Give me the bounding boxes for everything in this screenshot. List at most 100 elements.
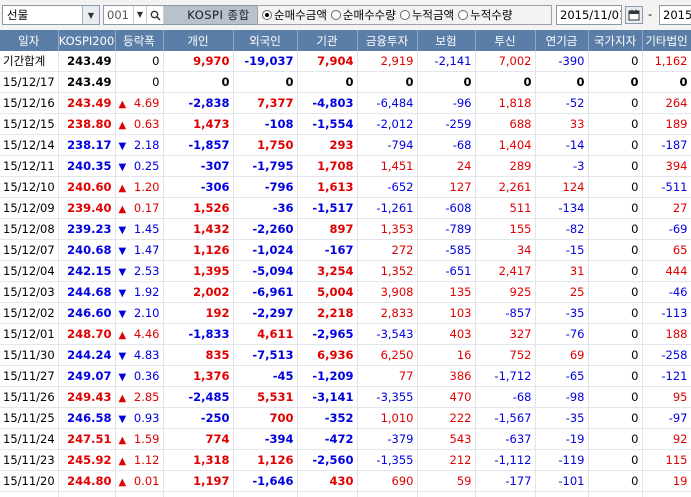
change-cell: ▲ 4.46 bbox=[115, 323, 164, 345]
table-row[interactable]: 15/11/19244.79▲3.351,718-2,08855-7883235… bbox=[0, 491, 691, 497]
column-header[interactable]: 국가지자 bbox=[588, 30, 643, 51]
change-value: 1.45 bbox=[133, 222, 160, 236]
column-header[interactable]: 기관 bbox=[297, 30, 358, 51]
table-row[interactable]: 15/11/20 244.80 ▲ 0.01 1,197 -1,646 430 690 59 -1… bbox=[0, 470, 691, 492]
table-row[interactable]: 15/11/27 249.07 ▼ 0.36 1,376 -45 -1,209 77 386 -1… bbox=[0, 365, 691, 387]
up-triangle-icon: ▲ bbox=[118, 330, 127, 341]
institution-cell: -3,141 bbox=[297, 386, 358, 408]
table-row[interactable]: 15/12/17 243.49 0 0 0 0 0 0 0 0 0 0 bbox=[0, 71, 691, 93]
foreign-cell: -2,297 bbox=[233, 302, 298, 324]
table-row[interactable]: 15/12/11 240.35 ▼ 0.25 -307 -1,795 1,708 1,451 2… bbox=[0, 155, 691, 177]
individual-cell: -2,485 bbox=[163, 386, 234, 408]
radio-dot-icon[interactable] bbox=[458, 10, 469, 20]
date-cell: 15/11/30 bbox=[0, 344, 59, 366]
radio-dot-icon[interactable] bbox=[330, 10, 341, 20]
column-header[interactable]: 보험 bbox=[417, 30, 476, 51]
table-row[interactable]: 15/12/07 240.68 ▼ 1.47 1,126 -1,024 -167 272 -58… bbox=[0, 239, 691, 261]
down-triangle-icon: ▼ bbox=[118, 162, 127, 173]
change-value: 0.63 bbox=[133, 117, 160, 131]
calendar-icon[interactable] bbox=[625, 6, 643, 24]
column-header[interactable]: 투신 bbox=[475, 30, 536, 51]
chevron-down-icon[interactable]: ▼ bbox=[133, 6, 147, 24]
column-header[interactable]: 연기금 bbox=[535, 30, 589, 51]
individual-cell: 192 bbox=[163, 302, 234, 324]
investment-trust-cell: 538 bbox=[475, 491, 536, 497]
radio-dot-icon[interactable] bbox=[399, 10, 410, 20]
table-row[interactable]: 15/12/14 238.17 ▼ 2.18 -1,857 1,750 293 -794 -68… bbox=[0, 134, 691, 156]
government-cell: 0 bbox=[588, 92, 643, 114]
investment-trust-cell: -1,712 bbox=[475, 365, 536, 387]
financial-investment-cell: 2,919 bbox=[357, 51, 418, 72]
financial-investment-cell: 0 bbox=[357, 71, 418, 93]
radio-option[interactable]: 순매수금액 bbox=[262, 7, 327, 23]
individual-cell: 835 bbox=[163, 344, 234, 366]
search-icon[interactable] bbox=[147, 6, 164, 24]
column-header[interactable]: 등락폭 bbox=[115, 30, 164, 51]
radio-option[interactable]: 순매수수량 bbox=[330, 7, 396, 23]
change-value: 4.83 bbox=[133, 348, 160, 362]
table-row[interactable]: 15/11/30 244.24 ▼ 4.83 835 -7,513 6,936 6,250 16… bbox=[0, 344, 691, 366]
investment-trust-cell: -857 bbox=[475, 302, 536, 324]
table-row[interactable]: 15/12/10 240.60 ▲ 1.20 -306 -796 1,613 -652 127 2… bbox=[0, 176, 691, 198]
down-triangle-icon: ▼ bbox=[118, 141, 127, 152]
change-cell: ▼ 1.92 bbox=[115, 281, 164, 303]
radio-option[interactable]: 누적수량 bbox=[458, 7, 512, 23]
kospi200-cell: 246.60 bbox=[58, 302, 116, 324]
investment-trust-cell: 2,261 bbox=[475, 176, 536, 198]
table-row[interactable]: 15/12/08 239.23 ▼ 1.45 1,432 -2,260 897 1,353 -7… bbox=[0, 218, 691, 240]
change-cell: ▼ 2.10 bbox=[115, 302, 164, 324]
table-row[interactable]: 15/12/03 244.68 ▼ 1.92 2,002 -6,961 5,004 3,908… bbox=[0, 281, 691, 303]
chevron-down-icon[interactable]: ▼ bbox=[82, 6, 99, 24]
kospi200-cell: 238.80 bbox=[58, 113, 116, 135]
kospi200-cell: 243.49 bbox=[58, 51, 116, 72]
kospi200-cell: 246.58 bbox=[58, 407, 116, 429]
column-header[interactable]: 기타법인 bbox=[642, 30, 691, 51]
change-cell: ▲ 1.59 bbox=[115, 428, 164, 450]
table-row[interactable]: 15/12/02 246.60 ▼ 2.10 192 -2,297 2,218 2,833 10… bbox=[0, 302, 691, 324]
kospi200-cell: 239.40 bbox=[58, 197, 116, 219]
insurance-cell: -608 bbox=[417, 197, 476, 219]
radio-option[interactable]: 누적금액 bbox=[399, 7, 454, 23]
financial-investment-cell: -788 bbox=[357, 491, 418, 497]
insurance-cell: 470 bbox=[417, 386, 476, 408]
index-code-box[interactable]: 001 ▼ KOSPI 종합 bbox=[103, 5, 274, 25]
table-row[interactable]: 15/12/09 239.40 ▲ 0.17 1,526 -36 -1,517 -1,261-… bbox=[0, 197, 691, 219]
period-total-row[interactable]: 기간합계 243.49 0 9,970 -19,037 7,904 2,919 -2,141 7… bbox=[0, 51, 691, 72]
start-date-field[interactable]: 2015/11/01 bbox=[556, 5, 622, 25]
other-corp-cell: 65 bbox=[642, 239, 691, 261]
table-row[interactable]: 15/12/04 242.15 ▼ 2.53 1,395 -5,094 3,254 1,352… bbox=[0, 260, 691, 282]
date-cell: 15/11/19 bbox=[0, 491, 59, 497]
column-header[interactable]: 개인 bbox=[163, 30, 234, 51]
table-row[interactable]: 15/11/25 246.58 ▼ 0.93 -250 700 -352 1,010 222 -1… bbox=[0, 407, 691, 429]
table-row[interactable]: 15/11/24 247.51 ▲ 1.59 774 -394 -472 -379 543 -63… bbox=[0, 428, 691, 450]
individual-cell: 1,526 bbox=[163, 197, 234, 219]
table-row[interactable]: 15/12/16 243.49 ▲ 4.69 -2,838 7,377 -4,803 -6,4… bbox=[0, 92, 691, 114]
index-name-label: KOSPI 종합 bbox=[164, 6, 273, 24]
table-row[interactable]: 15/12/01 248.70 ▲ 4.46 -1,833 4,611 -2,965 -3,5… bbox=[0, 323, 691, 345]
investment-trust-cell: 155 bbox=[475, 218, 536, 240]
government-cell: 0 bbox=[588, 134, 643, 156]
financial-investment-cell: -379 bbox=[357, 428, 418, 450]
insurance-cell: 543 bbox=[417, 428, 476, 450]
radio-dot-icon[interactable] bbox=[262, 10, 272, 20]
column-header[interactable]: KOSPI200 bbox=[58, 30, 116, 51]
column-header[interactable]: 외국인 bbox=[233, 30, 298, 51]
column-header[interactable]: 금융투자 bbox=[357, 30, 418, 51]
change-cell: ▼ 1.45 bbox=[115, 218, 164, 240]
index-code-input[interactable]: 001 bbox=[107, 8, 129, 22]
column-header[interactable]: 일자 bbox=[0, 30, 59, 51]
institution-cell: 1,708 bbox=[297, 155, 358, 177]
change-value: 1.92 bbox=[133, 285, 160, 299]
end-date-field[interactable]: 2015 bbox=[659, 5, 691, 25]
market-select[interactable]: 선물 ▼ bbox=[2, 5, 100, 25]
other-corp-cell: 19 bbox=[642, 470, 691, 492]
investment-trust-cell: 289 bbox=[475, 155, 536, 177]
individual-cell: -2,838 bbox=[163, 92, 234, 114]
foreign-cell: 4,611 bbox=[233, 323, 298, 345]
table-row[interactable]: 15/11/26 249.43 ▲ 2.85 -2,485 5,531 -3,141 -3,3… bbox=[0, 386, 691, 408]
pension-fund-cell: -65 bbox=[535, 365, 589, 387]
up-triangle-icon: ▲ bbox=[118, 204, 127, 215]
institution-cell: -1,554 bbox=[297, 113, 358, 135]
table-row[interactable]: 15/12/15 238.80 ▲ 0.63 1,473 -108 -1,554 -2,012… bbox=[0, 113, 691, 135]
table-row[interactable]: 15/11/23 245.92 ▲ 1.12 1,318 1,126 -2,560 -1,35… bbox=[0, 449, 691, 471]
